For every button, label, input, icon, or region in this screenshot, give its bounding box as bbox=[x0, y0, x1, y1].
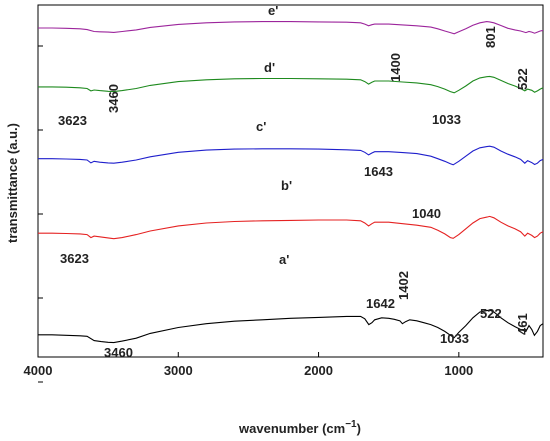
x-axis-title-close: ) bbox=[357, 421, 361, 436]
peak-label: 3623 bbox=[60, 251, 89, 266]
annotation-layer: e' 1400 801 522 d' 3623 3460 1033 c' 1643 1040 b' 36… bbox=[58, 3, 530, 360]
peak-label: 1400 bbox=[388, 53, 403, 82]
series-line-bp bbox=[38, 215, 544, 240]
peak-label: 1033 bbox=[440, 331, 469, 346]
peak-label: 1643 bbox=[364, 164, 393, 179]
series-label: c' bbox=[256, 119, 266, 134]
series-line-ep bbox=[38, 21, 544, 35]
peak-label: 461 bbox=[515, 313, 530, 335]
peak-label: 1040 bbox=[412, 206, 441, 221]
peak-label: 3623 bbox=[58, 113, 87, 128]
x-axis-title-sup: −1 bbox=[345, 419, 357, 430]
peak-label: 3460 bbox=[104, 345, 133, 360]
x-tick-label: 3000 bbox=[164, 363, 193, 378]
x-axis-title: wavenumber (cm−1) bbox=[238, 419, 361, 436]
plot-frame bbox=[37, 4, 544, 358]
series-label: e' bbox=[268, 3, 278, 18]
peak-label: 3460 bbox=[106, 84, 121, 113]
series-line-cp bbox=[38, 145, 544, 166]
x-axis-title-main: wavenumber (cm bbox=[238, 421, 345, 436]
peak-label: 522 bbox=[480, 306, 502, 321]
series-line-ap bbox=[38, 309, 544, 344]
series-label: a' bbox=[279, 252, 289, 267]
x-tick-label: 1000 bbox=[444, 363, 473, 378]
series-line-dp bbox=[38, 75, 544, 94]
peak-label: 1402 bbox=[396, 271, 411, 300]
x-tick-label: 2000 bbox=[304, 363, 333, 378]
y-axis-title: transmittance (a.u.) bbox=[5, 123, 20, 243]
peak-label: 1033 bbox=[432, 112, 461, 127]
y-axis-ticks bbox=[38, 45, 43, 383]
peak-label: 522 bbox=[515, 68, 530, 90]
peak-label: 801 bbox=[483, 26, 498, 48]
x-axis-ticks: 4000 3000 2000 1000 bbox=[24, 352, 473, 378]
series-label: b' bbox=[281, 178, 292, 193]
x-tick-label: 4000 bbox=[24, 363, 53, 378]
series-layer bbox=[38, 21, 544, 344]
series-label: d' bbox=[264, 60, 275, 75]
peak-label: 1642 bbox=[366, 296, 395, 311]
